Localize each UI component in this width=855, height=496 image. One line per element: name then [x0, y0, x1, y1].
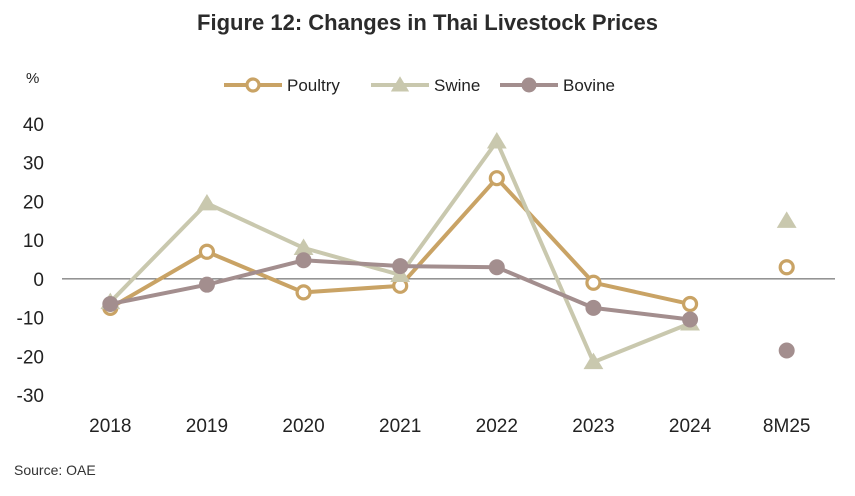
- legend-marker-poultry: [245, 77, 261, 93]
- y-tick-label: -30: [17, 386, 44, 407]
- legend-label-poultry: Poultry: [287, 76, 340, 95]
- data-point-bovine: [585, 299, 602, 316]
- chart-title: Figure 12: Changes in Thai Livestock Pri…: [197, 10, 658, 35]
- y-tick-label: 20: [23, 192, 44, 213]
- legend-label-swine: Swine: [434, 76, 480, 95]
- data-point-poultry: [778, 259, 795, 276]
- data-point-bovine: [488, 259, 505, 276]
- data-point-swine: [776, 211, 797, 228]
- data-point-bovine: [682, 311, 699, 328]
- data-point-poultry: [198, 243, 216, 260]
- data-point-poultry: [585, 274, 602, 291]
- y-axis-label: %: [26, 70, 39, 87]
- data-point-swine: [293, 238, 314, 255]
- y-tick-label: 30: [23, 154, 44, 175]
- data-point-poultry: [681, 295, 699, 313]
- x-tick-label: 2018: [89, 416, 131, 437]
- data-point-bovine: [778, 342, 795, 359]
- data-point-bovine: [102, 296, 119, 313]
- legend-marker-swine: [390, 76, 410, 92]
- data-point-swine: [583, 352, 604, 370]
- y-tick-label: 0: [33, 270, 44, 291]
- x-tick-label: 2024: [669, 416, 712, 437]
- legend-label-bovine: Bovine: [563, 76, 615, 95]
- x-tick-label: 2021: [379, 416, 421, 437]
- data-point-bovine: [198, 276, 215, 293]
- data-point-bovine: [392, 258, 409, 275]
- x-tick-label: 2020: [282, 416, 324, 437]
- source-note: Source: OAE: [14, 462, 96, 478]
- y-tick-label: 40: [23, 115, 44, 136]
- x-tick-label: 8M25: [763, 416, 811, 437]
- legend-marker-bovine: [521, 77, 537, 93]
- data-point-poultry: [295, 284, 312, 301]
- data-point-bovine: [295, 252, 312, 269]
- x-tick-label: 2019: [186, 416, 228, 437]
- data-point-swine: [486, 131, 507, 149]
- y-tick-label: -20: [17, 347, 44, 368]
- x-tick-label: 2023: [572, 416, 614, 437]
- y-tick-label: -10: [17, 309, 44, 330]
- data-point-poultry: [488, 170, 505, 187]
- x-tick-label: 2022: [476, 416, 518, 437]
- y-tick-label: 10: [23, 231, 44, 252]
- series-line-swine: [108, 139, 693, 365]
- data-point-swine: [197, 193, 217, 211]
